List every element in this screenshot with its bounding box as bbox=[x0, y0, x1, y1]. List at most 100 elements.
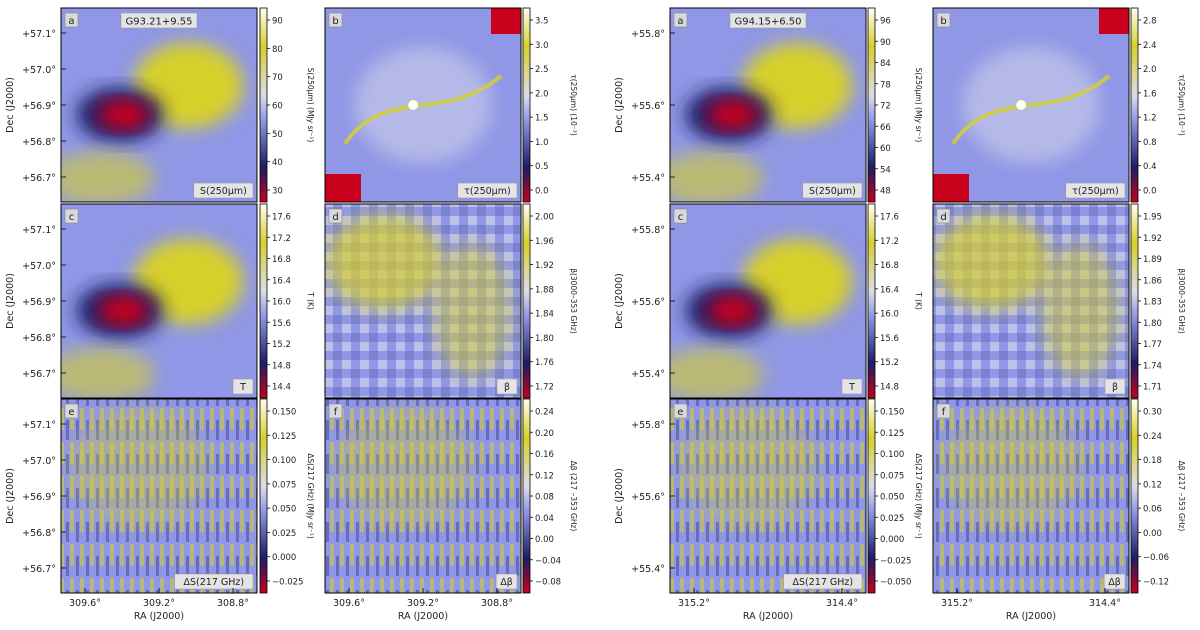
colorbar-tick-label: 2.0 bbox=[1143, 65, 1157, 75]
colorbar-tick-label: 78 bbox=[880, 80, 891, 90]
colorbar-tick-label: 0.100 bbox=[272, 456, 296, 466]
heatmap-image bbox=[325, 8, 521, 202]
heatmap-panel-a: a G94.15+6.50 S(250μm) 96 90 84 78 72 66 60 54 48 S(… bbox=[669, 7, 923, 203]
panel-letter-box bbox=[328, 12, 343, 28]
colorbar-tick-label: 1.76 bbox=[535, 358, 554, 368]
y-tick-label: +56.8° bbox=[22, 137, 56, 148]
colorbar-tick-label: 1.84 bbox=[535, 310, 554, 320]
field-name-box bbox=[729, 12, 807, 29]
colorbar-tick-label: 0.025 bbox=[880, 514, 904, 524]
colorbar-tick-label: 0.075 bbox=[880, 471, 904, 481]
colorbar-tick-label: 0.000 bbox=[880, 535, 904, 545]
heatmap-panel-e: e ΔS(217 GHz) 0.150 0.125 0.100 0.075 0.050 0.0… bbox=[669, 398, 923, 594]
colorbar-tick-label: 0.100 bbox=[880, 450, 904, 460]
panel-letter: d bbox=[940, 212, 946, 223]
heatmap-panel-c: c T 17.6 17.2 16.8 16.4 16.0 15.6 15.2 14.8 14.4 T … bbox=[60, 203, 315, 399]
colorbar-tick-label: 0.050 bbox=[880, 493, 904, 503]
colorbar-tick-label: 84 bbox=[880, 59, 891, 69]
colorbar bbox=[1130, 398, 1139, 594]
heatmap-image bbox=[61, 204, 257, 398]
colorbar-tick-label: 15.2 bbox=[272, 340, 291, 350]
y-tick-label: +56.7° bbox=[22, 564, 56, 575]
colorbar-tick-label: 2.4 bbox=[1143, 41, 1157, 51]
colorbar-tick-label: −0.050 bbox=[880, 578, 911, 588]
colorbar-tick-label: 16.8 bbox=[880, 261, 899, 271]
colorbar-tick-label: 17.2 bbox=[272, 234, 291, 244]
colorbar bbox=[867, 203, 876, 399]
colorbar-tick-label: 0.08 bbox=[535, 493, 554, 503]
panel-letter: c bbox=[678, 212, 684, 223]
colorbar-tick-label: 30 bbox=[272, 187, 283, 197]
colorbar-label: β(3000–353 GHz) bbox=[1177, 268, 1186, 334]
y-axis-label: Dec (J2000) bbox=[5, 77, 16, 133]
panel-letter-box bbox=[936, 403, 951, 419]
quantity-tag: β bbox=[1112, 382, 1118, 393]
quantity-tag: S(250μm) bbox=[809, 186, 856, 197]
colorbar-tick-label: 0.04 bbox=[535, 514, 554, 524]
colorbar-tick-label: 1.71 bbox=[1143, 383, 1162, 393]
colorbar-tick-label: 0.20 bbox=[535, 429, 554, 439]
colorbar-tick-label: 1.5 bbox=[535, 114, 549, 124]
y-tick-label: +56.9° bbox=[22, 297, 56, 308]
colorbar-tick-label: 2.00 bbox=[535, 213, 554, 223]
y-axis-label: Dec (J2000) bbox=[614, 273, 625, 329]
x-tick-label: 315.2° bbox=[941, 598, 973, 609]
colorbar-tick-label: 0.24 bbox=[535, 408, 554, 418]
heatmap-image bbox=[325, 399, 521, 593]
x-tick-label: 309.2° bbox=[143, 598, 175, 609]
panel-letter: b bbox=[940, 16, 946, 27]
panel-frame bbox=[932, 203, 1130, 399]
colorbar-tick-label: 1.72 bbox=[535, 383, 554, 393]
heatmap-panel-d: d β 2.00 1.96 1.92 1.88 1.84 1.80 1.76 1.72 β(3000… bbox=[324, 203, 578, 399]
heatmap-image bbox=[670, 399, 866, 593]
quantity-tag-box bbox=[1065, 182, 1126, 199]
y-axis-label: Dec (J2000) bbox=[614, 468, 625, 524]
colorbar-tick-label: 1.86 bbox=[1143, 276, 1162, 286]
quantity-tag: ΔS(217 GHz) bbox=[793, 577, 854, 588]
colorbar-tick-label: 2.5 bbox=[535, 65, 549, 75]
colorbar-tick-label: 0.00 bbox=[535, 535, 554, 545]
x-tick-label: 308.8° bbox=[217, 598, 249, 609]
field-name-box bbox=[120, 12, 198, 29]
panel-letter-box bbox=[64, 12, 79, 28]
colorbar-tick-label: 80 bbox=[272, 45, 283, 55]
colorbar bbox=[867, 7, 876, 203]
y-tick-label: +57.1° bbox=[22, 420, 56, 431]
figure-layer: a G93.21+9.55 S(250μm) 90 80 70 60 50 40 30 S(250μ… bbox=[5, 7, 1186, 622]
x-tick-label: 309.6° bbox=[69, 598, 101, 609]
colorbar-tick-label: 1.6 bbox=[1143, 89, 1157, 99]
colorbar-tick-label: 0.5 bbox=[535, 162, 549, 172]
y-tick-label: +55.4° bbox=[631, 369, 665, 380]
x-axis-label: RA (J2000) bbox=[134, 611, 184, 622]
colorbar-label: S(250μm) (MJy sr⁻¹) bbox=[914, 68, 923, 143]
quantity-tag: Δβ bbox=[1108, 577, 1121, 588]
colorbar bbox=[259, 398, 268, 594]
panel-letter-box bbox=[328, 208, 343, 224]
colorbar bbox=[522, 398, 531, 594]
heatmap-panel-b: b τ(250μm) 3.5 3.0 2.5 2.0 1.5 1.0 0.5 0.0 τ(250μm… bbox=[324, 7, 578, 203]
y-tick-label: +56.8° bbox=[22, 333, 56, 344]
quantity-tag: τ(250μm) bbox=[464, 186, 511, 197]
y-axis-label: Dec (J2000) bbox=[5, 273, 16, 329]
quantity-tag: Δβ bbox=[500, 577, 513, 588]
panel-letter-box bbox=[936, 208, 951, 224]
colorbar-tick-label: 1.92 bbox=[1143, 234, 1162, 244]
colorbar-label: τ(250μm) (10⁻³) bbox=[569, 74, 578, 136]
colorbar-tick-label: 60 bbox=[880, 144, 891, 154]
panel-letter: e bbox=[677, 407, 683, 418]
panel-letter-box bbox=[673, 12, 688, 28]
quantity-tag-box bbox=[802, 182, 863, 199]
panel-letter-box bbox=[64, 208, 79, 224]
colorbar-tick-label: 72 bbox=[880, 102, 891, 112]
panel-frame bbox=[324, 203, 522, 399]
colorbar-tick-label: 90 bbox=[880, 38, 891, 48]
panel-letter: a bbox=[68, 16, 74, 27]
colorbar-tick-label: −0.12 bbox=[1143, 578, 1169, 588]
colorbar-tick-label: 1.96 bbox=[535, 237, 554, 247]
colorbar-tick-label: 16.0 bbox=[880, 310, 899, 320]
colorbar-tick-label: 1.89 bbox=[1143, 255, 1162, 265]
y-tick-label: +57.0° bbox=[22, 456, 56, 467]
x-axis-label: RA (J2000) bbox=[1006, 611, 1056, 622]
x-tick-label: 314.4° bbox=[826, 598, 858, 609]
